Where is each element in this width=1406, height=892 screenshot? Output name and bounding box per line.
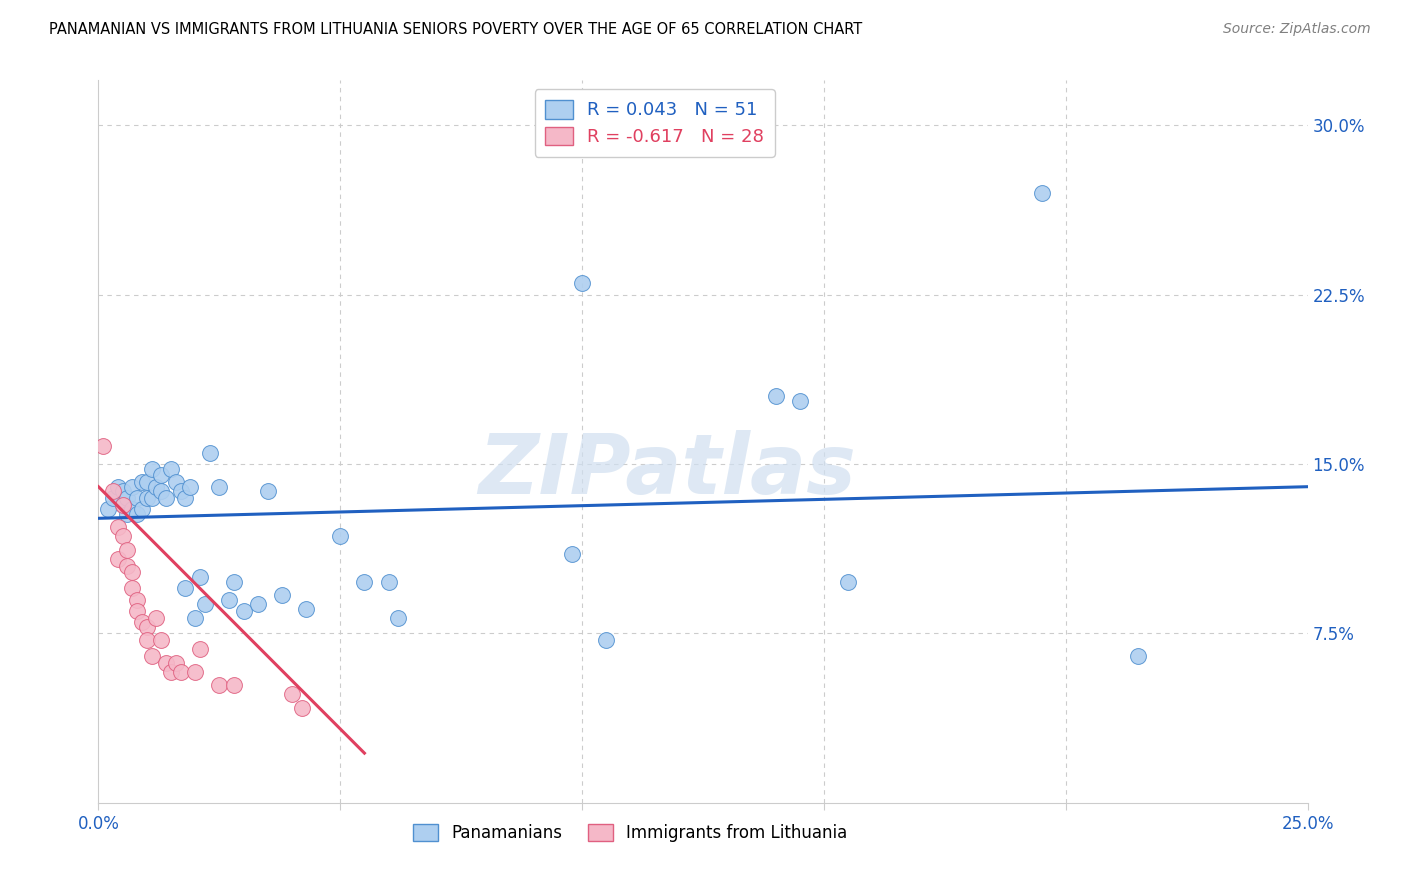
Point xyxy=(188,570,211,584)
Point xyxy=(595,633,617,648)
Legend: Panamanians, Immigrants from Lithuania: Panamanians, Immigrants from Lithuania xyxy=(406,817,853,848)
Point xyxy=(169,665,191,679)
Point xyxy=(179,480,201,494)
Point xyxy=(131,615,153,630)
Point xyxy=(150,468,173,483)
Point xyxy=(271,588,294,602)
Point xyxy=(290,701,312,715)
Point xyxy=(111,529,134,543)
Point xyxy=(141,491,163,505)
Point xyxy=(188,642,211,657)
Point xyxy=(111,498,134,512)
Point xyxy=(141,648,163,663)
Point xyxy=(222,574,245,589)
Point xyxy=(131,475,153,490)
Point xyxy=(145,610,167,624)
Point xyxy=(194,597,217,611)
Point xyxy=(101,484,124,499)
Point xyxy=(117,542,139,557)
Point xyxy=(101,491,124,505)
Point xyxy=(127,592,149,607)
Point xyxy=(765,389,787,403)
Point xyxy=(561,548,583,562)
Point xyxy=(1031,186,1053,201)
Point xyxy=(169,484,191,499)
Point xyxy=(111,498,134,512)
Point xyxy=(174,582,197,596)
Point xyxy=(127,491,149,505)
Point xyxy=(571,277,593,291)
Point xyxy=(218,592,240,607)
Point xyxy=(1128,648,1150,663)
Point xyxy=(353,574,375,589)
Point xyxy=(135,633,157,648)
Point xyxy=(150,484,173,499)
Point xyxy=(377,574,399,589)
Point xyxy=(281,687,304,701)
Point xyxy=(131,502,153,516)
Point xyxy=(165,656,187,670)
Point xyxy=(150,633,173,648)
Point xyxy=(121,566,143,580)
Text: Source: ZipAtlas.com: Source: ZipAtlas.com xyxy=(1223,22,1371,37)
Point xyxy=(117,507,139,521)
Point xyxy=(121,502,143,516)
Point xyxy=(208,480,231,494)
Point xyxy=(208,678,231,692)
Point xyxy=(256,484,278,499)
Point xyxy=(107,552,129,566)
Point xyxy=(232,604,254,618)
Point xyxy=(837,574,859,589)
Point xyxy=(165,475,187,490)
Point xyxy=(127,604,149,618)
Text: ZIPatlas: ZIPatlas xyxy=(478,430,856,511)
Point xyxy=(121,582,143,596)
Point xyxy=(295,601,318,615)
Point xyxy=(107,520,129,534)
Point xyxy=(184,610,207,624)
Point xyxy=(111,484,134,499)
Point xyxy=(789,393,811,408)
Point xyxy=(155,656,177,670)
Point xyxy=(387,610,409,624)
Point xyxy=(160,665,183,679)
Point xyxy=(160,461,183,475)
Point xyxy=(135,620,157,634)
Point xyxy=(247,597,270,611)
Point xyxy=(127,507,149,521)
Point xyxy=(141,461,163,475)
Point xyxy=(135,491,157,505)
Text: PANAMANIAN VS IMMIGRANTS FROM LITHUANIA SENIORS POVERTY OVER THE AGE OF 65 CORRE: PANAMANIAN VS IMMIGRANTS FROM LITHUANIA … xyxy=(49,22,862,37)
Point xyxy=(117,558,139,573)
Point xyxy=(329,529,352,543)
Point xyxy=(107,480,129,494)
Point xyxy=(97,502,120,516)
Point xyxy=(222,678,245,692)
Point xyxy=(174,491,197,505)
Point xyxy=(135,475,157,490)
Point xyxy=(198,446,221,460)
Point xyxy=(117,491,139,505)
Point xyxy=(121,480,143,494)
Point xyxy=(91,439,114,453)
Point xyxy=(155,491,177,505)
Point xyxy=(145,480,167,494)
Point xyxy=(184,665,207,679)
